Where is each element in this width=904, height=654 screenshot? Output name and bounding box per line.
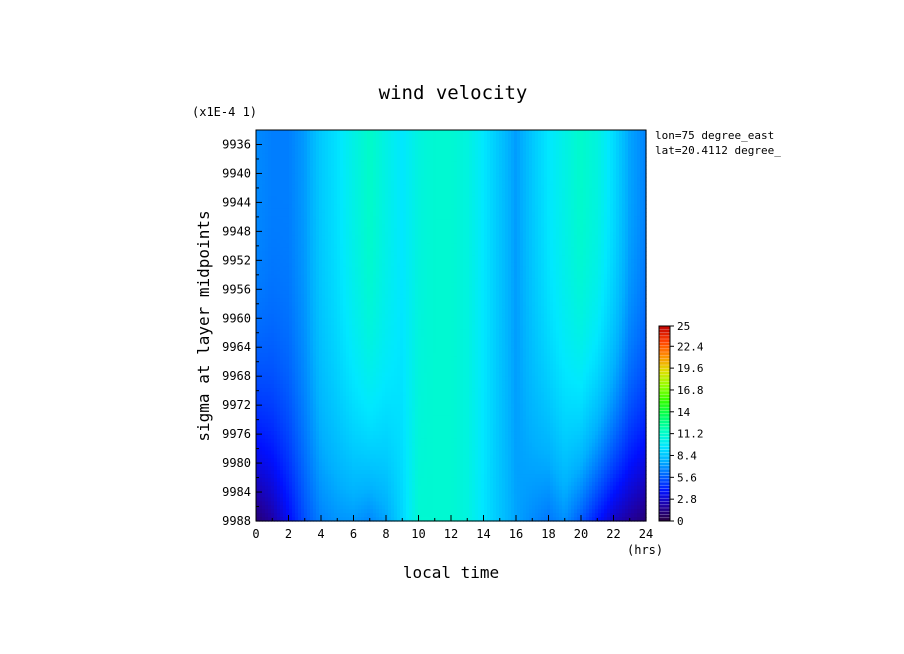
chart-title: wind velocity — [379, 82, 528, 104]
y-scale-note: (x1E-4 1) — [192, 105, 257, 119]
annotation-lat: lat=20.4112 degree_ — [655, 144, 781, 157]
heatmap-field — [256, 130, 647, 522]
annotation-lon: lon=75 degree_east — [655, 129, 774, 142]
